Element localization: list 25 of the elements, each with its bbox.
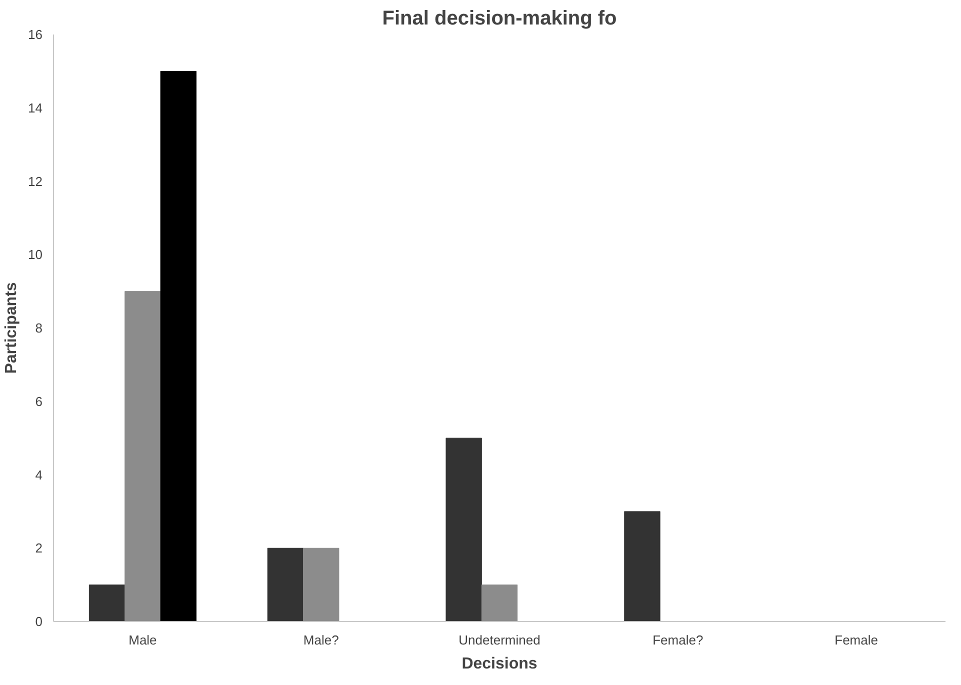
bar	[267, 548, 304, 622]
x-tick-label: Female	[834, 632, 878, 648]
x-axis-title: Decisions	[462, 656, 538, 672]
bar	[124, 291, 161, 622]
x-tick-label: Female?	[652, 632, 704, 648]
x-tick-label: Male?	[303, 632, 339, 648]
y-tick-label: 8	[35, 320, 43, 336]
y-tick-label: 16	[28, 27, 43, 42]
y-tick-label: 10	[28, 247, 43, 262]
y-tick-label: 12	[28, 174, 43, 189]
y-tick-label: 6	[35, 394, 43, 409]
chart-title: Final decision-making fo	[382, 8, 617, 30]
y-tick-label: 0	[35, 614, 43, 629]
bar	[446, 438, 482, 622]
y-tick-label: 14	[28, 100, 43, 116]
x-tick-label: Undetermined	[458, 632, 540, 648]
x-tick-label: Male	[128, 632, 157, 648]
bar	[624, 511, 660, 622]
y-tick-label: 4	[35, 467, 43, 482]
bar	[303, 548, 340, 622]
bar	[160, 70, 196, 622]
y-tick-label: 2	[35, 540, 43, 556]
y-axis-title: Participants	[3, 282, 20, 374]
bar	[481, 584, 518, 622]
bar	[88, 584, 126, 622]
